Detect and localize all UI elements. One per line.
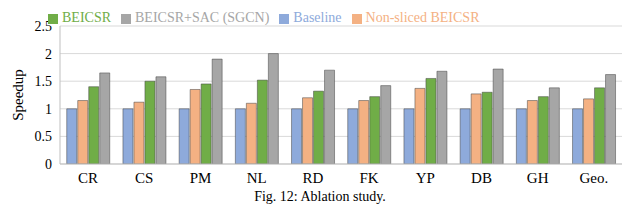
html-text:BEICSR: BEICSR <box>62 10 111 25</box>
svg-text:0: 0 <box>45 157 52 172</box>
svg-text:0.5: 0.5 <box>35 129 53 144</box>
svg-text:YP: YP <box>416 170 435 186</box>
svg-text:NL: NL <box>247 170 267 186</box>
svg-text:2.5: 2.5 <box>35 19 53 34</box>
svg-text:CS: CS <box>135 170 153 186</box>
html-text:BEICSR+SAC (SGCN): BEICSR+SAC (SGCN) <box>135 10 270 25</box>
svg-text:Geo.: Geo. <box>580 170 609 186</box>
html-text:Baseline: Baseline <box>293 10 342 25</box>
svg-text:PM: PM <box>190 170 212 186</box>
svg-text:GH: GH <box>527 170 549 186</box>
svg-text:2: 2 <box>45 47 52 62</box>
svg-text:CR: CR <box>78 170 98 186</box>
svg-text:DB: DB <box>471 170 492 186</box>
html-text:Fig. 12: Ablation study.: Fig. 12: Ablation study. <box>254 189 386 204</box>
svg-text:1: 1 <box>45 102 52 117</box>
svg-text:Speedup: Speedup <box>10 69 26 121</box>
svg-text:FK: FK <box>360 170 379 186</box>
svg-text:1.5: 1.5 <box>35 74 53 89</box>
svg-text:RD: RD <box>302 170 323 186</box>
html-text:Non-sliced BEICSR: Non-sliced BEICSR <box>365 10 480 25</box>
